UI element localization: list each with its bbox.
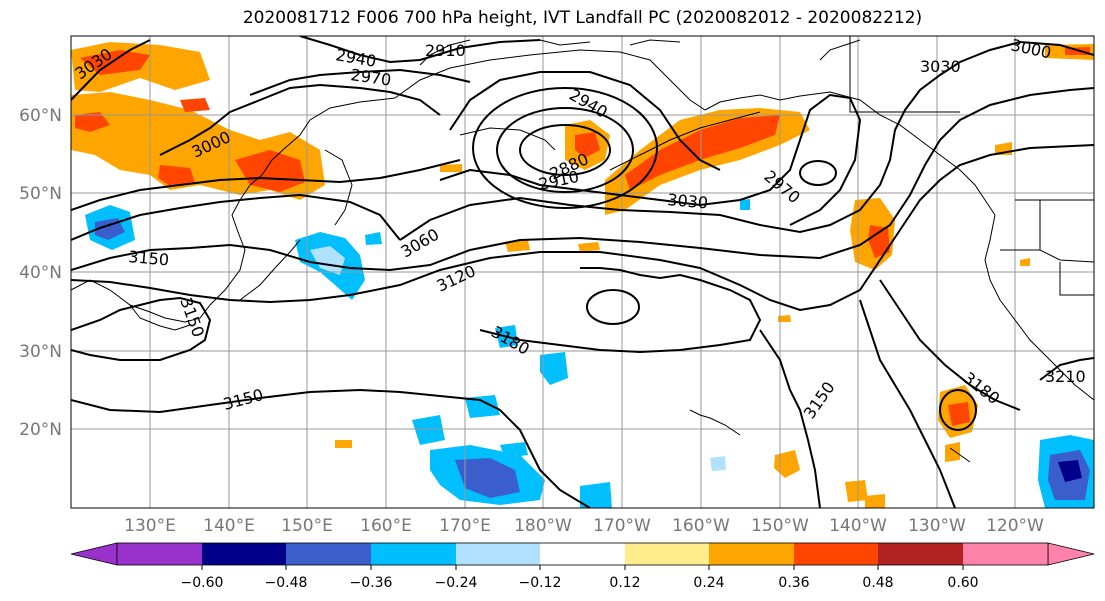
contour-label: 3030 (667, 190, 709, 212)
longitude-labels: 130°E 140°E 150°E 160°E 170°E 180°W 170°… (124, 516, 1044, 536)
colorbar: −0.60 −0.48 −0.36 −0.24 −0.12 0.12 0.24 … (70, 542, 1095, 591)
map-title: 2020081712 F006 700 hPa height, IVT Land… (242, 8, 923, 28)
colorbar-tick-labels: −0.60 −0.48 −0.36 −0.24 −0.12 0.12 0.24 … (181, 575, 979, 591)
lon-label: 150°W (751, 516, 809, 536)
colorbar-extend-max (1047, 542, 1095, 566)
colorbar-tick-label: −0.24 (435, 575, 478, 591)
colorbar-outline (116, 542, 1049, 566)
colorbar-tick-label: 0.60 (947, 575, 978, 591)
colorbar-segment (540, 543, 625, 565)
coastlines (71, 39, 1094, 463)
colorbar-extend-min (70, 542, 118, 566)
colorbar-segment (117, 543, 202, 565)
colorbar-segment (456, 543, 540, 565)
lat-label: 20°N (19, 420, 62, 440)
lon-label: 140°W (829, 516, 887, 536)
lat-label: 30°N (19, 342, 62, 362)
map-frame (70, 35, 1095, 509)
lon-label: 160°E (360, 516, 412, 536)
colorbar-segment (709, 543, 794, 565)
lon-label: 180°W (514, 516, 572, 536)
lat-label: 60°N (19, 106, 62, 126)
lon-label: 160°W (672, 516, 730, 536)
lon-label: 170°W (593, 516, 651, 536)
colorbar-tick-label: −0.48 (265, 575, 308, 591)
colorbar-ticks (201, 565, 964, 570)
colorbar-segment (625, 543, 709, 565)
colorbar-segment (794, 543, 878, 565)
lon-label: 130°W (908, 516, 966, 536)
colorbar-tick-label: −0.60 (181, 575, 224, 591)
negative-ivt-shading (85, 199, 1094, 508)
colorbar-segment (286, 543, 371, 565)
lon-label: 130°E (124, 516, 176, 536)
colorbar-segment (202, 543, 286, 565)
colorbar-tick-label: 0.48 (862, 575, 893, 591)
positive-ivt-shading (71, 42, 1094, 508)
colorbar-segment (878, 543, 963, 565)
colorbar-tick-label: −0.12 (519, 575, 562, 591)
colorbar-tick-label: 0.24 (693, 575, 724, 591)
colorbar-tick-label: 0.36 (778, 575, 809, 591)
lon-label: 140°E (203, 516, 255, 536)
political-boundaries (849, 36, 1094, 296)
contour-label: 2910 (425, 41, 466, 60)
contour-label: 3150 (128, 247, 170, 269)
contour-label: 3030 (920, 57, 961, 76)
lat-label: 50°N (19, 184, 62, 204)
lon-label: 150°E (281, 516, 333, 536)
graticule (71, 36, 1094, 508)
lon-label: 120°W (986, 516, 1044, 536)
lon-label: 170°E (439, 516, 491, 536)
colorbar-tick-label: −0.36 (350, 575, 393, 591)
colorbar-segment (963, 543, 1048, 565)
colorbar-segment (371, 543, 456, 565)
contour-label: 3210 (1045, 367, 1086, 386)
height-contours (71, 36, 1094, 508)
lat-label: 40°N (19, 263, 62, 283)
colorbar-tick-label: 0.12 (609, 575, 640, 591)
latitude-labels: 60°N 50°N 40°N 30°N 20°N (19, 106, 62, 440)
map-area: 3030 2940 2910 2970 3000 2940 2880 2910 … (71, 36, 1094, 508)
